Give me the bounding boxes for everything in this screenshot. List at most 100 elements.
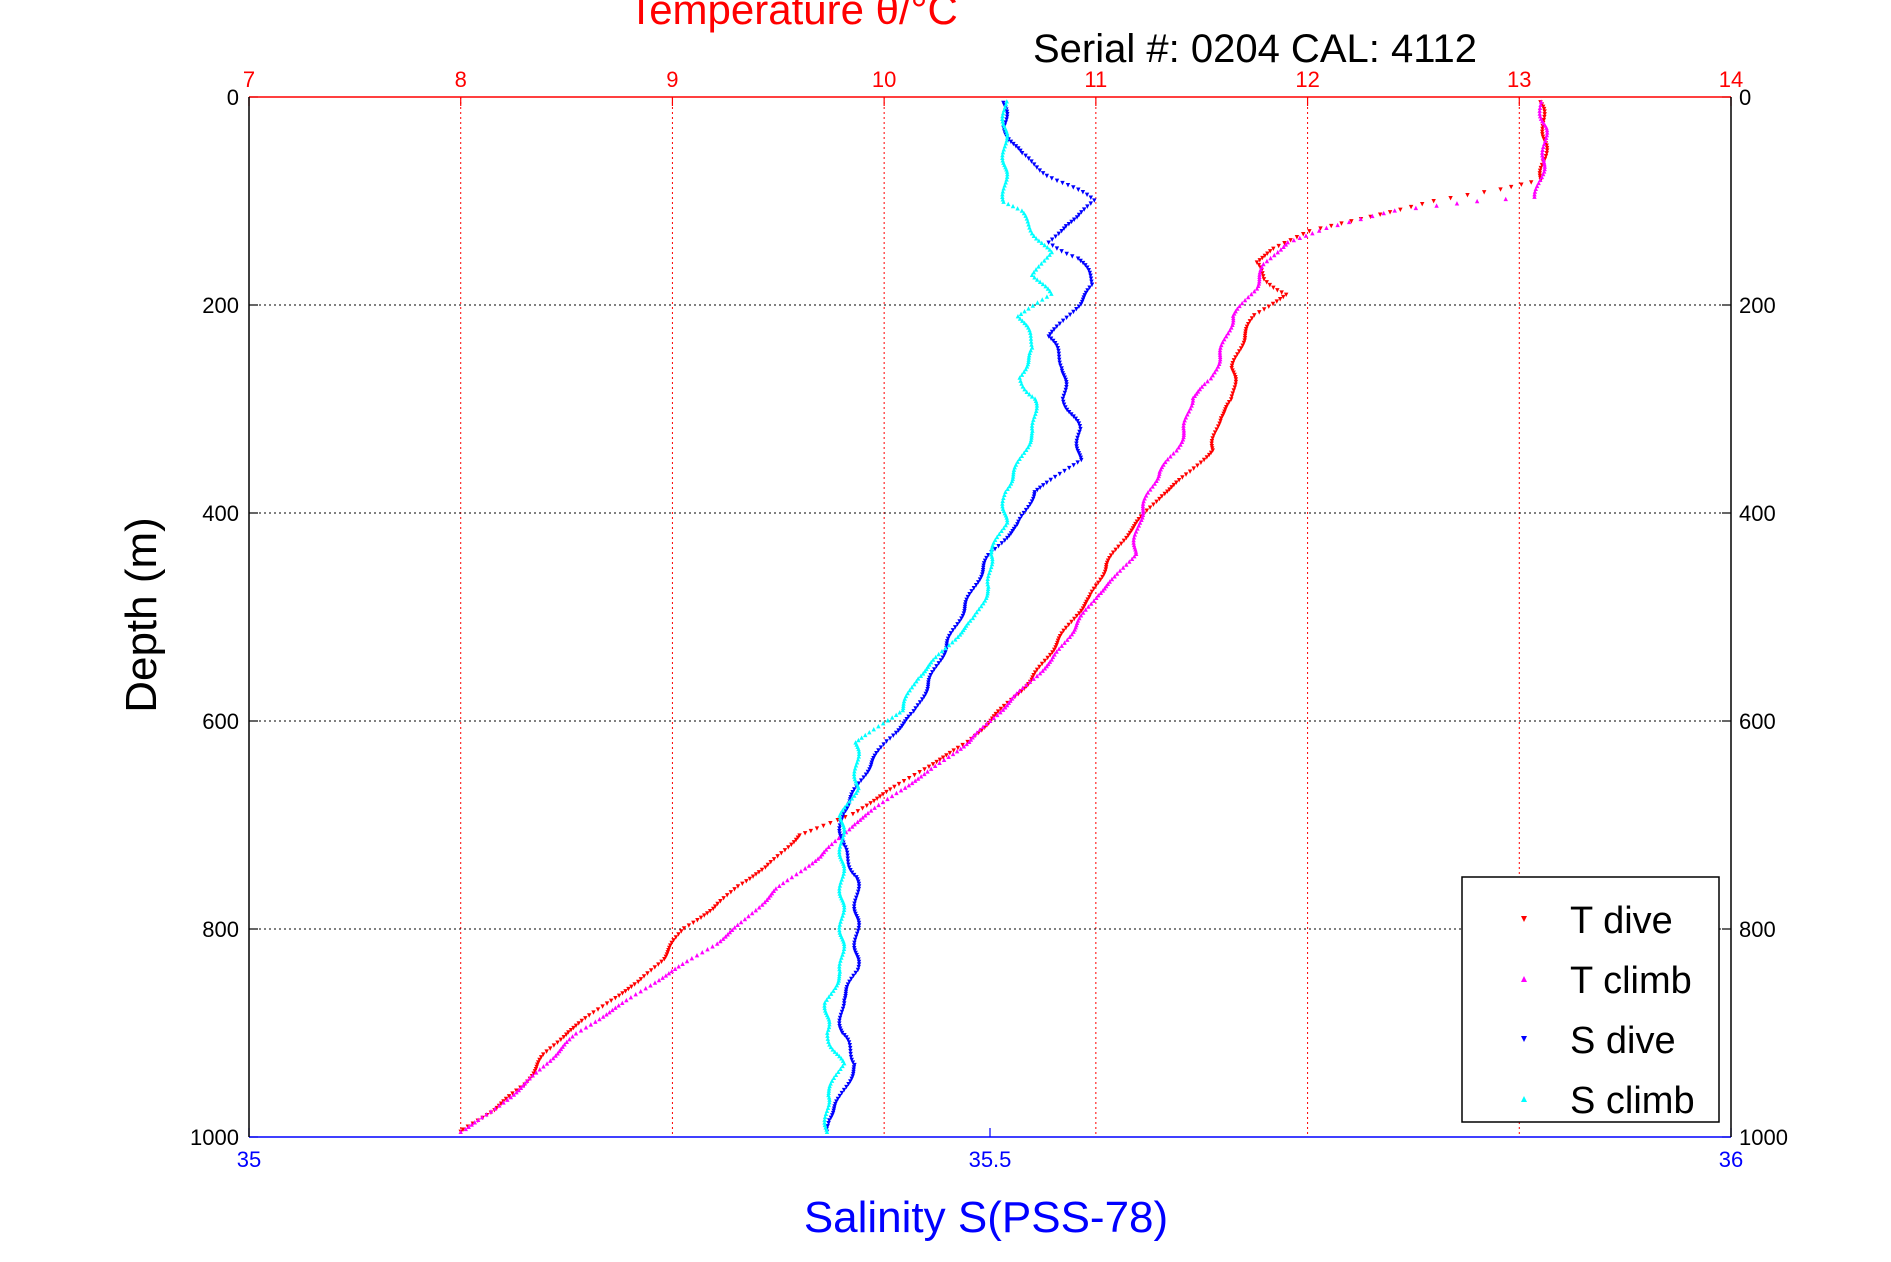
data-point: [1020, 685, 1025, 690]
data-point: [1080, 190, 1086, 195]
data-point: [985, 579, 990, 584]
data-point: [1021, 369, 1027, 374]
data-point: [1528, 180, 1534, 185]
data-point: [1420, 201, 1425, 207]
data-point: [833, 985, 838, 991]
data-point: [928, 766, 934, 771]
data-point: [1054, 649, 1059, 654]
data-point: [930, 657, 936, 662]
data-point: [1190, 398, 1196, 403]
data-point: [1078, 455, 1083, 460]
data-point: [1227, 328, 1233, 333]
salinity-tick-label: 35.5: [969, 1147, 1012, 1172]
data-point: [1030, 303, 1036, 308]
data-point: [906, 783, 912, 788]
data-point: [1131, 535, 1137, 540]
data-point: [995, 709, 1001, 714]
data-point: [1042, 658, 1048, 664]
data-point: [1051, 338, 1056, 344]
data-point: [724, 893, 730, 898]
data-point: [1059, 368, 1065, 374]
data-point: [930, 762, 936, 767]
data-point: [1538, 102, 1543, 107]
legend-label: T dive: [1570, 900, 1673, 942]
data-point: [1210, 372, 1215, 378]
data-point: [1042, 242, 1047, 248]
data-point: [848, 1051, 853, 1057]
data-point: [925, 686, 930, 692]
data-point: [1140, 505, 1146, 511]
data-point: [961, 611, 967, 616]
data-point: [1233, 379, 1239, 385]
temperature-tick-label: 13: [1507, 67, 1531, 92]
data-point: [892, 784, 897, 790]
data-point: [1056, 354, 1062, 360]
data-point: [1064, 379, 1069, 385]
data-point: [667, 945, 672, 951]
data-point: [887, 736, 893, 741]
data-point: [843, 994, 848, 999]
data-point: [945, 636, 951, 641]
data-point: [993, 711, 999, 717]
data-point: [1329, 223, 1334, 229]
data-point: [940, 755, 946, 760]
data-point: [1101, 572, 1107, 577]
data-point: [1102, 586, 1107, 591]
data-point: [936, 651, 941, 657]
data-point: [604, 1012, 609, 1017]
data-point: [863, 772, 869, 777]
data-point: [918, 774, 924, 779]
data-point: [933, 654, 938, 660]
data-point: [851, 943, 857, 948]
data-point: [822, 1000, 827, 1005]
data-point: [1056, 348, 1061, 354]
data-point: [912, 681, 917, 687]
data-point: [1026, 504, 1031, 510]
data-point: [852, 937, 858, 943]
data-point: [698, 915, 704, 921]
data-point: [1056, 636, 1062, 641]
data-point: [1229, 394, 1235, 399]
data-point: [852, 793, 857, 798]
data-point: [848, 1054, 854, 1060]
data-point: [669, 968, 675, 974]
data-point: [764, 897, 770, 902]
data-point: [718, 899, 723, 904]
data-point: [1078, 258, 1083, 264]
data-point: [1004, 130, 1010, 135]
temperature-tick-label: 11: [1084, 67, 1107, 92]
data-point: [1448, 195, 1453, 201]
data-point: [1141, 498, 1146, 504]
data-point: [925, 769, 930, 774]
data-point: [1185, 412, 1190, 417]
data-point: [847, 979, 852, 985]
data-point: [1224, 404, 1229, 410]
data-point: [1059, 643, 1064, 648]
data-point: [1257, 269, 1263, 275]
data-point: [1285, 240, 1290, 245]
data-point: [763, 865, 768, 870]
data-point: [840, 808, 845, 813]
data-point: [837, 813, 842, 818]
data-point: [1040, 281, 1046, 287]
data-point: [1019, 453, 1025, 458]
data-point: [865, 810, 871, 816]
data-point: [1044, 480, 1049, 485]
data-point: [1089, 589, 1095, 594]
data-point: [1057, 471, 1062, 477]
data-point: [562, 1042, 567, 1047]
data-point: [576, 1021, 581, 1026]
axes: [248, 96, 1732, 1138]
data-point: [732, 887, 737, 892]
data-point: [1034, 400, 1039, 406]
data-point: [1181, 420, 1187, 426]
data-point: [1052, 647, 1057, 653]
data-point: [1004, 177, 1009, 182]
data-point: [1004, 702, 1010, 708]
data-point: [629, 984, 634, 990]
data-point: [1542, 164, 1547, 169]
data-point: [1132, 554, 1137, 559]
data-point: [1201, 457, 1207, 463]
data-point: [1540, 152, 1545, 158]
depth-tick-label-right: 400: [1739, 501, 1776, 526]
